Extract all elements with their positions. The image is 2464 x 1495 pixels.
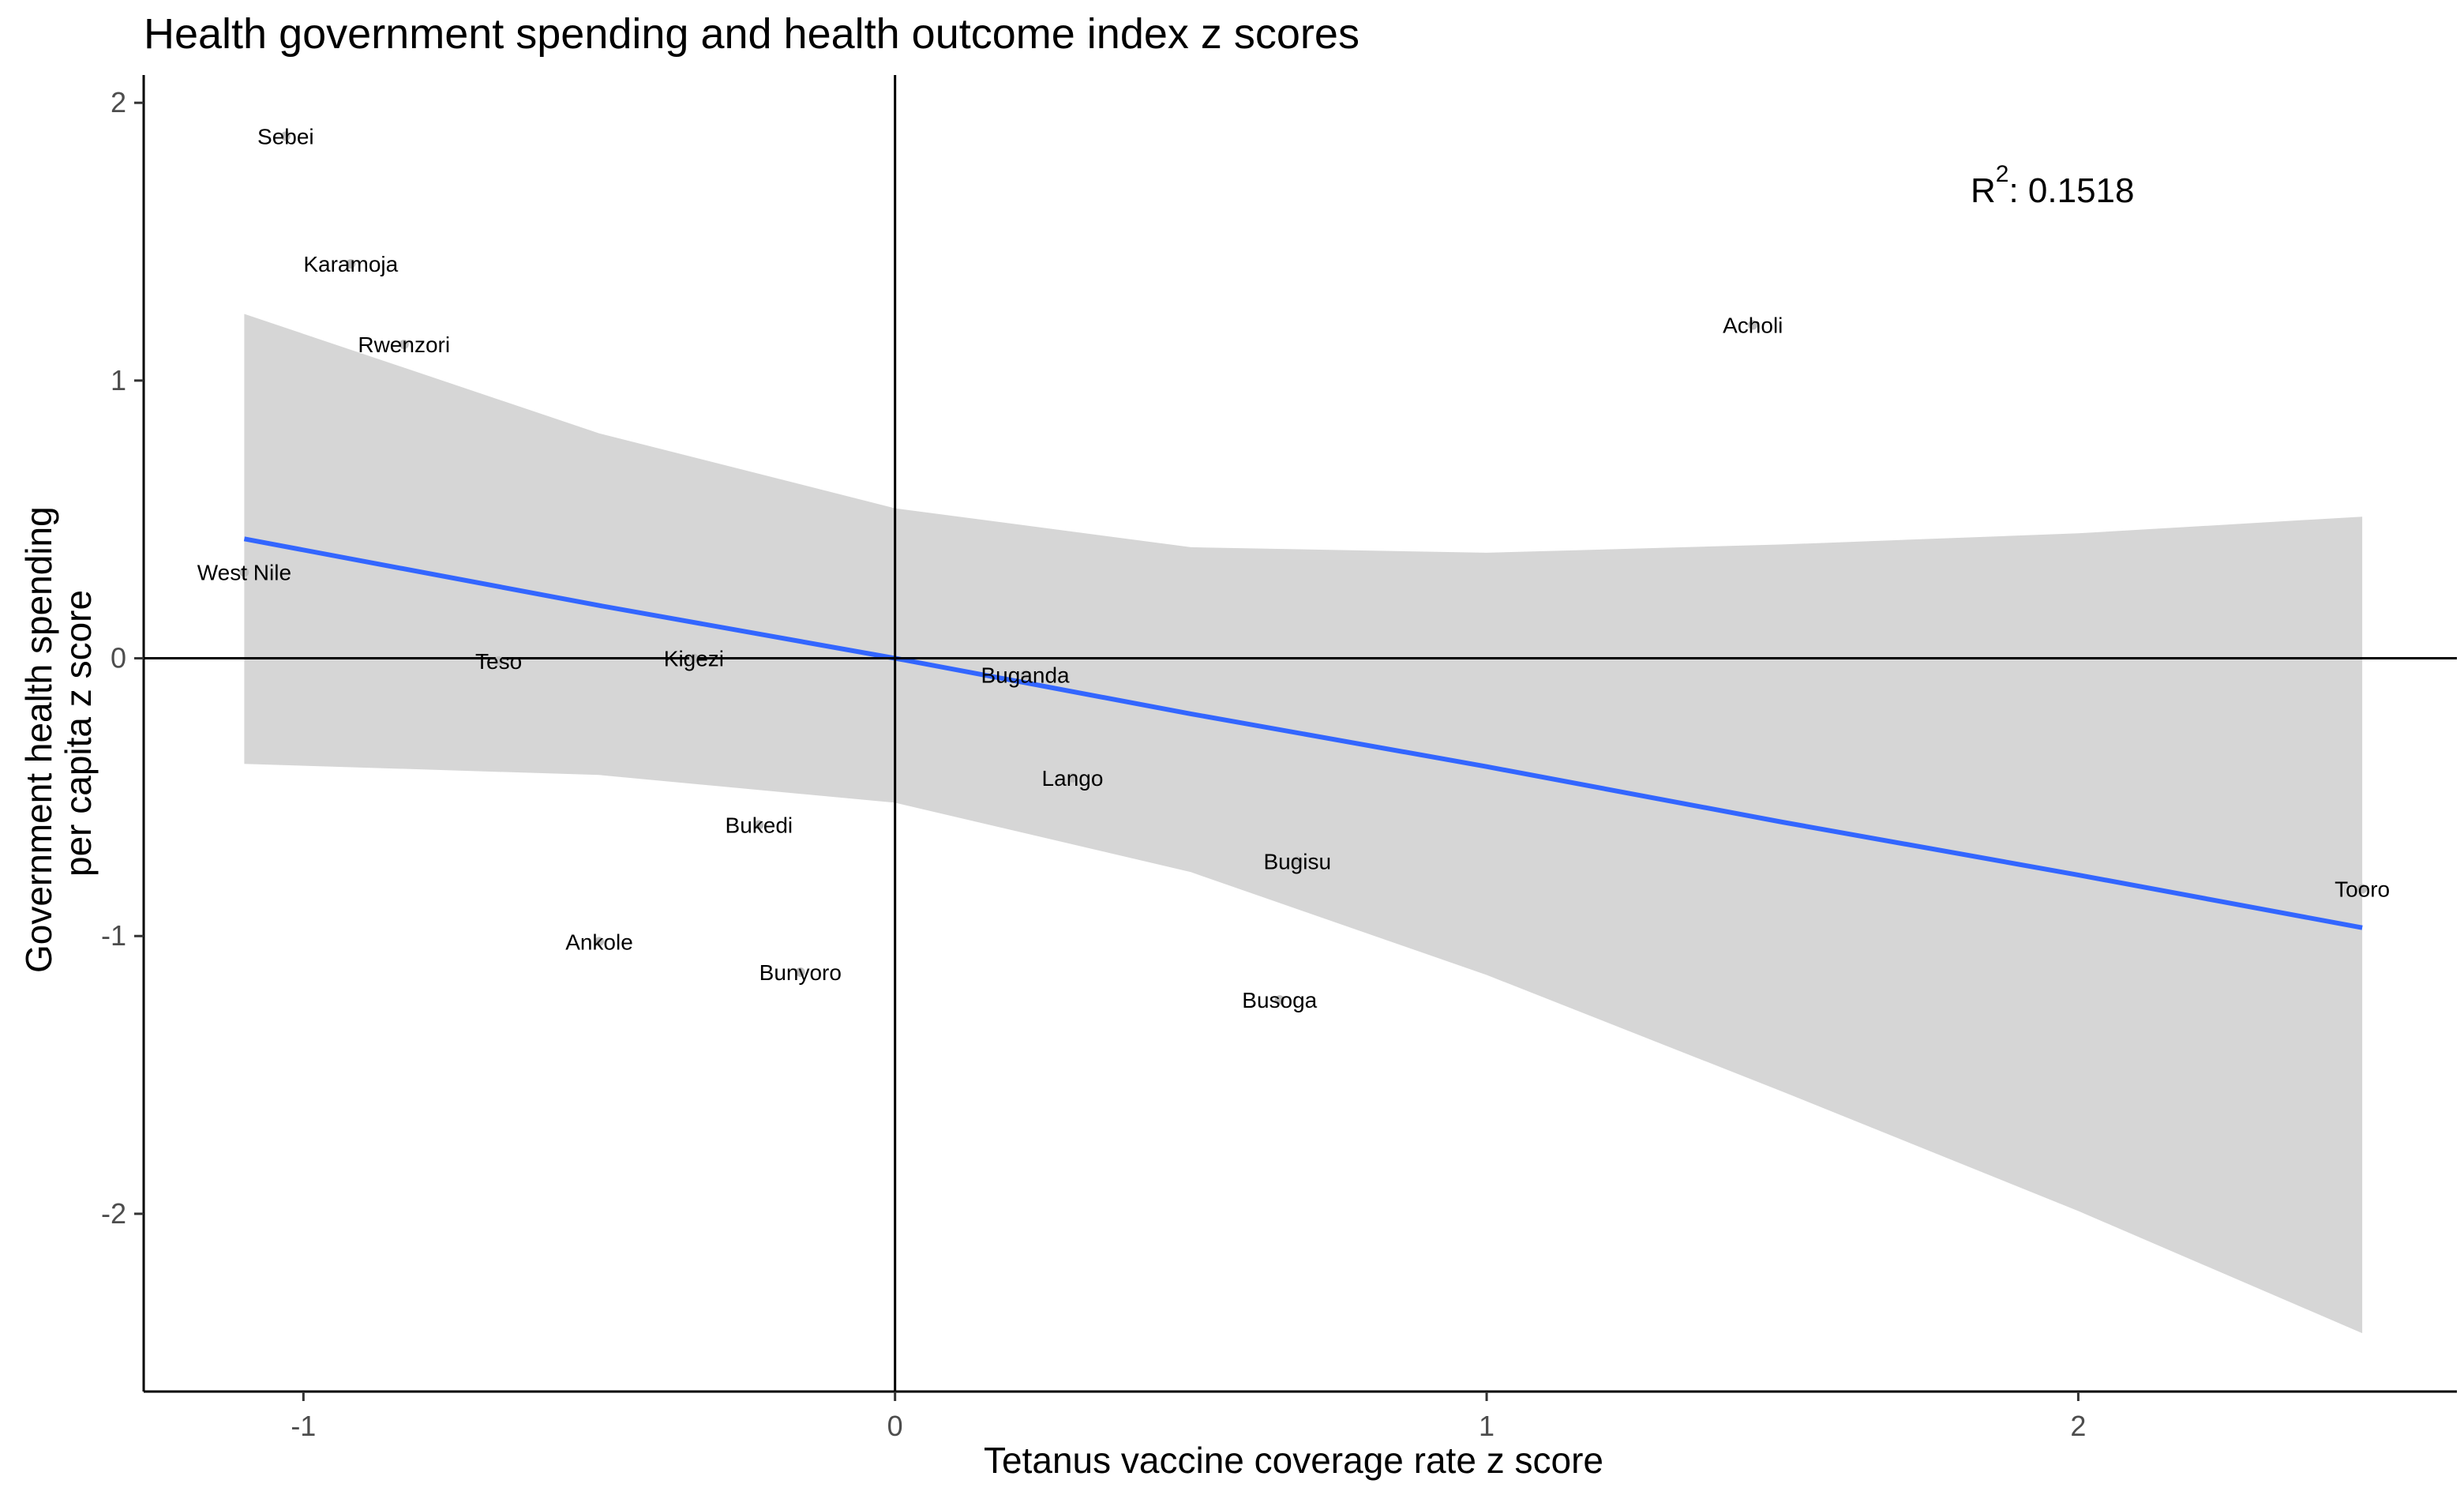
y-tick-label: -1 — [101, 919, 126, 952]
x-tick-label: 0 — [887, 1410, 903, 1442]
point-label-rwenzori: Rwenzori — [358, 332, 450, 357]
point-label-sebei: Sebei — [257, 124, 314, 148]
y-tick-label: 1 — [111, 364, 126, 396]
r-squared-value: : 0.1518 — [2008, 171, 2135, 210]
point-label-bugisu: Bugisu — [1263, 849, 1331, 873]
reference-lines-layer — [144, 75, 2457, 1392]
point-label-kigezi: Kigezi — [664, 647, 724, 671]
data-point-kigezi — [688, 653, 699, 663]
data-point-ankole — [594, 937, 605, 947]
point-label-west-nile: West Nile — [197, 561, 291, 585]
point-label-busoga: Busoga — [1242, 988, 1317, 1012]
r-squared-symbol: R — [1971, 171, 1996, 210]
data-point-karamoja — [346, 259, 356, 269]
y-axis-label-line-1: Government health spending — [18, 506, 59, 973]
x-axis-label: Tetanus vaccine coverage rate z score — [984, 1440, 1603, 1481]
data-point-rwenzori — [399, 340, 409, 350]
regression-line — [243, 536, 2363, 930]
data-point-tooro — [2357, 884, 2368, 894]
data-point-bukedi — [754, 820, 764, 830]
confidence-band-layer — [244, 314, 2363, 1334]
regression-line-layer — [243, 536, 2363, 930]
confidence-band — [244, 314, 2363, 1334]
data-point-lango — [1067, 772, 1078, 783]
chart-title: Health government spending and health ou… — [144, 10, 1360, 58]
point-label-tooro: Tooro — [2335, 877, 2390, 901]
point-label-acholi: Acholi — [1723, 314, 1783, 338]
x-tick-label: 2 — [2070, 1410, 2086, 1442]
data-point-teso — [493, 656, 504, 667]
r-squared-annotation: R2: 0.1518 — [1971, 161, 2135, 211]
data-point-bunyoro — [795, 967, 805, 977]
axes-layer: -1 0 1 2 -2 -1 0 1 2 — [101, 75, 2457, 1442]
data-point-acholi — [1748, 320, 1758, 330]
data-point-west-nile — [239, 567, 249, 577]
y-tick-label: -2 — [101, 1197, 126, 1230]
y-axis-label-line-2: per capita z score — [58, 589, 99, 877]
y-tick-label: 2 — [111, 86, 126, 118]
data-point-sebei — [280, 131, 291, 141]
data-point-buganda — [1020, 670, 1030, 680]
point-label-karamoja: Karamoja — [303, 252, 398, 276]
x-tick-label: 1 — [1479, 1410, 1495, 1442]
point-label-teso: Teso — [475, 649, 522, 674]
data-point-bugisu — [1292, 856, 1303, 866]
point-label-lango: Lango — [1042, 766, 1104, 791]
point-labels-layer: Sebei Karamoja Rwenzori Acholi West Nile Teso… — [197, 124, 2390, 1012]
point-label-bukedi: Bukedi — [726, 813, 793, 838]
point-label-ankole: Ankole — [565, 930, 633, 954]
y-tick-label: 0 — [111, 642, 126, 674]
r-squared-exponent: 2 — [1995, 161, 2009, 187]
x-tick-label: -1 — [291, 1410, 316, 1442]
point-label-buganda: Buganda — [981, 663, 1070, 688]
point-label-bunyoro: Bunyoro — [759, 960, 842, 985]
data-point-busoga — [1274, 995, 1285, 1005]
points-layer — [239, 131, 2368, 1005]
